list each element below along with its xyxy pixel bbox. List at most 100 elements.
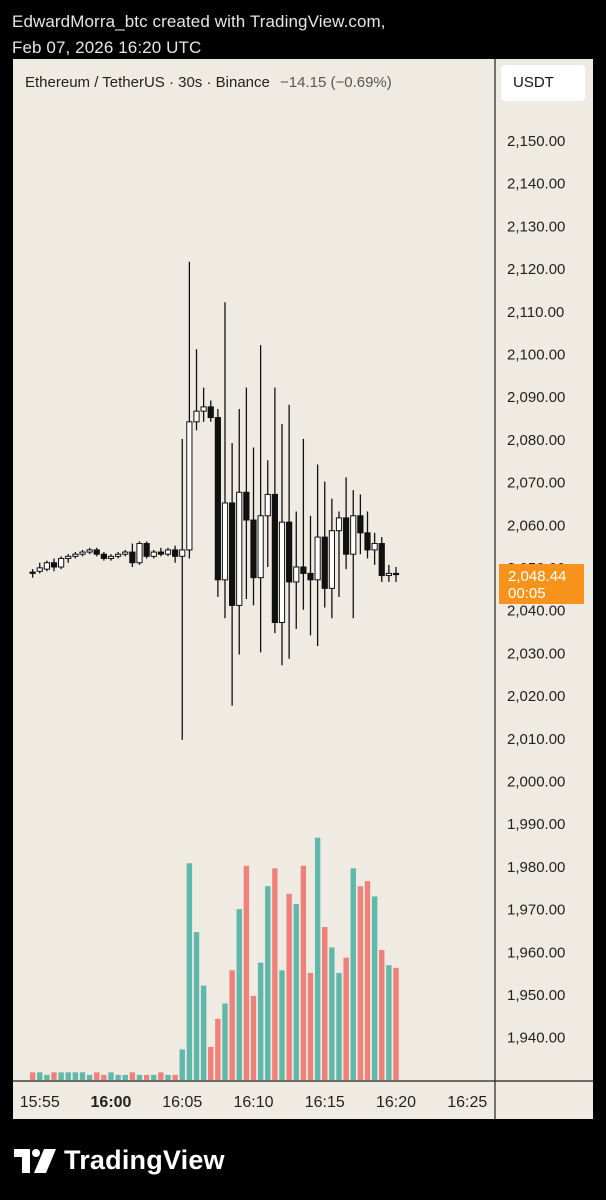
logo-wordmark: TradingView [64,1145,225,1175]
candle-body [243,491,250,521]
candle-body [221,502,229,581]
volume-bar [357,886,364,1080]
candle-body [186,421,193,551]
y-tick-label: 2,060.00 [507,517,565,534]
volume-bar [293,904,299,1080]
candle-body [371,543,378,551]
volume-bar [151,1074,157,1080]
y-tick-label: 1,970.00 [507,902,565,919]
candle-body [271,493,278,624]
volume-bar [94,1072,100,1080]
y-tick-label: 2,130.00 [507,218,565,235]
volume-bar [343,957,349,1080]
candle-body [86,549,93,553]
volume-bar [272,868,278,1080]
candle-body [385,572,392,577]
candle-body [172,549,179,557]
candle-body [200,406,207,412]
candle-body [72,553,79,557]
candle-body [335,517,343,532]
bar-countdown: 00:05 [508,585,546,602]
volume-bar [179,1049,185,1080]
candle-body [300,566,307,574]
volume-bar [336,972,342,1080]
candle-body [214,417,221,581]
volume-bar [215,1018,221,1080]
volume-bar [386,965,392,1080]
volume-bar [243,865,250,1080]
volume-bar [172,1074,178,1080]
last-price-tag: 2,048.44 00:05 [499,564,584,604]
candle-body [357,515,364,534]
candle-body [143,543,150,557]
currency-button[interactable]: USDT [501,65,585,101]
y-tick-label: 1,950.00 [507,987,565,1004]
candle-body [350,515,357,555]
candle-body [343,517,350,555]
volume-bar [108,1072,114,1080]
x-tick-label: 16:20 [376,1094,416,1111]
y-tick-label: 1,940.00 [507,1030,565,1047]
candle-body [278,521,286,624]
volume-bar [79,1072,86,1080]
x-tick-label: 16:25 [447,1094,487,1111]
chart-panel[interactable]: 2,150.00 2,140.00 2,130.00 2,120.00 2,110.00… [13,59,593,1119]
candle-body [207,406,214,419]
candle-body [179,549,186,557]
y-tick-label: 2,030.00 [507,645,565,662]
volume-bar [136,1074,143,1080]
volume-bar [371,896,378,1080]
volume-bar [44,1074,50,1080]
volume-bar [200,985,207,1080]
volume-bar [65,1072,71,1080]
x-tick-label: 16:15 [305,1094,345,1111]
candle-body [157,551,164,555]
last-price-value: 2,048.44 [508,568,567,585]
volume-bar [314,837,321,1080]
volume-bar [329,947,335,1080]
candle-body [50,562,58,568]
y-tick-label: 2,100.00 [507,347,565,364]
volume-bar [236,909,242,1080]
volume-bar [208,1046,214,1080]
volume-bar [279,970,285,1080]
volume-bar [307,972,314,1080]
volume-bar [51,1072,57,1080]
price-chart[interactable]: 2,150.00 2,140.00 2,130.00 2,120.00 2,110.00… [13,59,593,1119]
volume-bar [29,1072,36,1080]
chart-timestamp: Feb 07, 2026 16:20 UTC [12,38,202,57]
candle-body [93,549,100,555]
volume-bar [364,881,371,1080]
candle-body [79,551,86,555]
chart-author-line: EdwardMorra_btc created with TradingView… [12,12,386,31]
candle-body [264,493,271,517]
y-tick-label: 1,980.00 [507,859,565,876]
x-tick-label: 16:10 [233,1094,273,1111]
candle-body [364,532,371,551]
y-tick-label: 1,990.00 [507,816,565,833]
candle-body [193,410,200,423]
volume-bar [37,1072,43,1080]
candle-body [378,543,385,577]
candle-body [100,553,107,559]
x-tick-label: 15:55 [20,1094,60,1111]
volume-bar [86,1074,93,1080]
candle-body [328,530,335,589]
candle-body [150,551,157,557]
volume-bar [58,1072,64,1080]
volume-bar [265,886,271,1080]
y-tick-label: 2,120.00 [507,261,565,278]
x-tick-label: 16:05 [162,1094,202,1111]
volume-bar [122,1074,128,1080]
y-tick-label: 2,010.00 [507,731,565,748]
volume-bar [350,868,356,1080]
y-tick-label: 2,040.00 [507,603,565,620]
x-tick-label: 16:00 [91,1094,132,1111]
volume-bar [72,1072,79,1080]
volume-bar [129,1072,136,1080]
volume-bar [101,1074,107,1080]
y-tick-label: 2,020.00 [507,688,565,705]
volume-bar [115,1074,121,1080]
y-tick-label: 2,080.00 [507,432,565,449]
volume-bar [300,865,307,1080]
